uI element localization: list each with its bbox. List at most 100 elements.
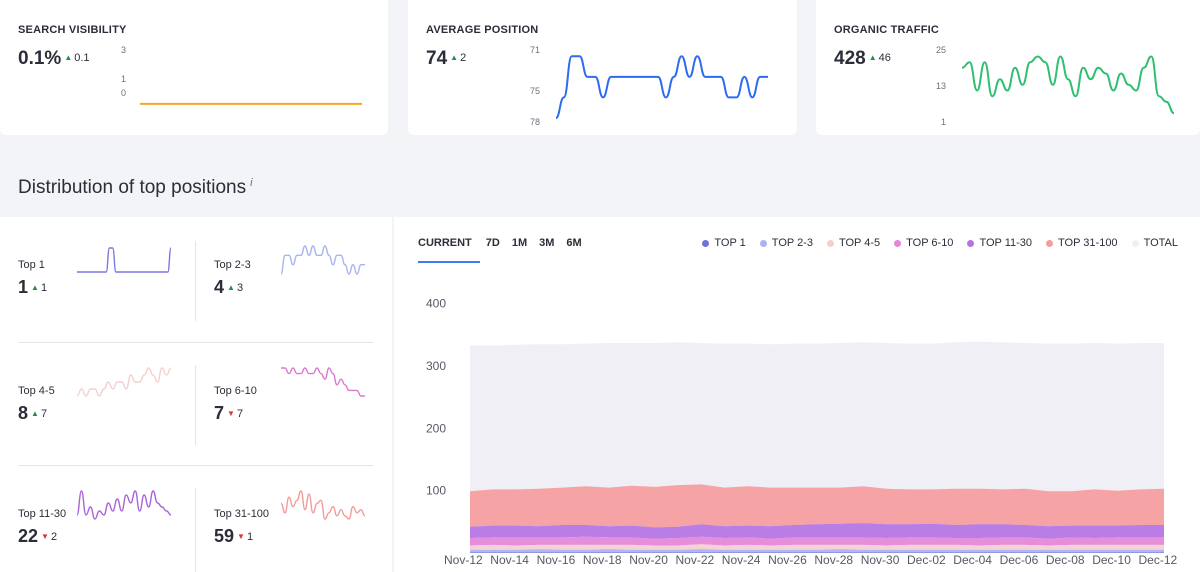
mini-card-value-text: 7 [214,403,225,423]
kpi-title: AVERAGE POSITION [426,24,539,36]
arrow-down-icon: ▼ [41,532,49,541]
legend-dot-icon [702,239,710,247]
kpi-value-text: 428 [834,48,866,69]
axis-label: 1 [940,117,946,127]
legend-dot-icon [759,239,767,247]
mini-card-value-text: 8 [18,403,29,423]
distribution-chart-panel: CURRENT 7D 1M 3M 6M TOP 1 TOP 2-3 TOP 4-5 T… [394,217,1200,572]
mini-card-top-11-30[interactable]: Top 11-30 22 ▼ 2 [0,466,196,572]
top-positions-area-chart: 400 300 200 100 Nov-12 Nov-14 Nov-16 Nov-18 Nov-… [426,297,1178,567]
top-11-30-sparkline [76,490,172,520]
x-tick-label: Nov-22 [676,553,715,567]
top-positions-grid: Top 1 1 ▲ 1 Top 2-3 4 ▲ 3 Top 4-5 8 ▲ 7 Top 6-… [0,217,392,572]
area-top-6-10 [470,536,1164,546]
legend-item-top-4-5[interactable]: TOP 4-5 [826,237,880,249]
mini-card-value-text: 4 [214,277,225,297]
kpi-card-organic-traffic: ORGANIC TRAFFIC 428 ▲ 46 25 13 1 [816,0,1200,135]
mini-card-top-2-3[interactable]: Top 2-3 4 ▲ 3 [196,217,392,340]
x-tick-label: Nov-18 [583,553,622,567]
divider [195,241,196,321]
tab-3m[interactable]: 3M [539,237,555,249]
mini-card-value: 8 ▲ 7 [18,403,47,424]
y-tick-label: 100 [426,484,446,498]
mini-card-label: Top 11-30 [18,508,67,520]
area-top-4-5 [470,544,1164,550]
mini-card-delta: ▼ 2 [41,531,57,543]
top-31-100-sparkline [280,490,366,520]
mini-card-delta: ▲ 3 [227,282,243,294]
legend-dot-icon [1046,239,1054,247]
top-1-sparkline [76,247,172,273]
mini-card-value: 4 ▲ 3 [214,277,243,298]
kpi-value: 428 ▲ 46 [834,48,891,70]
kpi-card-search-visibility: SEARCH VISIBILITY 0.1% ▲ 0.1 3 1 0 [0,0,388,135]
kpi-value-text: 74 [426,48,448,69]
chart-legend: TOP 1 TOP 2-3 TOP 4-5 TOP 6-10 TOP 11-30 TOP … [702,237,1178,249]
sparkline-path [280,245,365,275]
sparkline-path [280,367,365,397]
mini-card-top-1[interactable]: Top 1 1 ▲ 1 [0,217,196,340]
tab-1m[interactable]: 1M [511,237,528,249]
kpi-delta: ▲ 2 [450,52,466,64]
mini-card-delta: ▼ 7 [227,408,243,420]
y-tick-label: 400 [426,297,446,311]
legend-item-top-11-30[interactable]: TOP 11-30 [967,237,1032,249]
mini-card-value: 1 ▲ 1 [18,277,47,298]
sparkline-path [555,55,768,119]
mini-card-delta-value: 3 [236,282,244,294]
mini-card-delta: ▲ 7 [31,408,47,420]
organic-traffic-sparkline [961,55,1175,115]
arrow-up-icon: ▲ [227,283,235,292]
mini-card-value-text: 1 [18,277,29,297]
legend-item-top-2-3[interactable]: TOP 2-3 [759,237,813,249]
sparkline-path [76,247,172,273]
legend-label: TOP 2-3 [771,237,813,249]
arrow-up-icon: ▲ [31,283,39,292]
mini-card-label: Top 1 [18,259,45,271]
area-top-31-100 [470,484,1164,528]
mini-card-top-4-5[interactable]: Top 4-5 8 ▲ 7 [0,343,196,466]
info-icon[interactable]: i [250,177,253,189]
x-tick-label: Dec-06 [1000,553,1039,567]
mini-card-top-6-10[interactable]: Top 6-10 7 ▼ 7 [196,343,392,466]
mini-card-delta-value: 2 [50,531,58,543]
kpi-delta: ▲ 46 [869,52,891,64]
axis-label: 25 [935,45,946,55]
legend-label: TOTAL [1143,237,1178,249]
x-tick-label: Dec-10 [1092,553,1131,567]
x-tick-label: Dec-04 [953,553,992,567]
mini-card-delta-value: 1 [246,531,254,543]
mini-card-label: Top 2-3 [214,259,251,271]
sparkline-path [76,367,172,397]
area-top-1 [470,552,1164,553]
kpi-title: ORGANIC TRAFFIC [834,24,940,36]
mini-card-value: 59 ▼ 1 [214,526,253,547]
legend-item-top-1[interactable]: TOP 1 [702,237,746,249]
legend-item-total[interactable]: TOTAL [1131,237,1178,249]
x-tick-label: Nov-26 [768,553,807,567]
axis-label: 3 [120,45,126,55]
axis-label: 0 [120,88,126,98]
mini-card-value-text: 59 [214,526,235,546]
x-tick-label: Nov-16 [537,553,576,567]
tab-6m[interactable]: 6M [566,237,582,249]
tab-current[interactable]: CURRENT [418,237,480,263]
divider [18,465,373,466]
top-2-3-sparkline [280,245,365,275]
legend-label: TOP 11-30 [979,237,1033,249]
arrow-up-icon: ▲ [64,53,73,62]
x-tick-label: Nov-12 [444,553,483,567]
arrow-up-icon: ▲ [31,409,39,418]
tab-7d[interactable]: 7D [485,237,500,249]
legend-item-top-31-100[interactable]: TOP 31-100 [1046,237,1118,249]
mini-card-top-31-100[interactable]: Top 31-100 59 ▼ 1 [196,466,392,572]
legend-item-top-6-10[interactable]: TOP 6-10 [894,237,953,249]
mini-card-value: 22 ▼ 2 [18,526,57,547]
top-4-5-sparkline [76,367,172,397]
mini-card-value-text: 22 [18,526,39,546]
x-tick-label: Nov-28 [814,553,853,567]
arrow-up-icon: ▲ [868,53,877,62]
mini-card-delta: ▲ 1 [31,282,47,294]
x-tick-label: Nov-24 [722,553,761,567]
kpi-value: 0.1% ▲ 0.1 [18,48,90,70]
